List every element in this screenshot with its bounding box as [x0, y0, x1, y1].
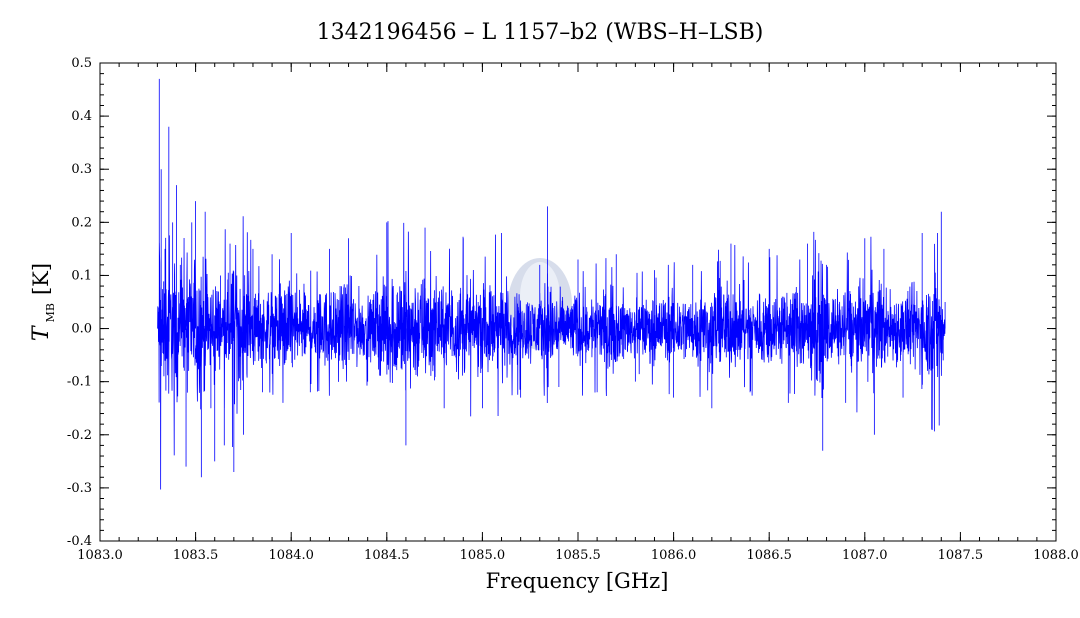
y-tick-label: -0.2 — [67, 428, 92, 443]
x-tick-label: 1085.5 — [555, 548, 601, 563]
x-tick-label: 1083.5 — [173, 548, 219, 563]
x-tick-label: 1086.5 — [746, 548, 792, 563]
y-tick-label: 0.5 — [71, 56, 92, 71]
y-tick-labels: -0.4 -0.3 -0.2 -0.1 0.0 0.1 0.2 0.3 0.4 0.5 — [67, 56, 92, 549]
x-tick-labels: 1083.0 1083.5 1084.0 1084.5 1085.0 1085.5 1086… — [77, 548, 1079, 563]
y-tick-label: 0.2 — [71, 215, 92, 230]
y-tick-label: -0.3 — [67, 481, 92, 496]
axis-ticks — [99, 62, 1057, 542]
x-tick-label: 1084.5 — [364, 548, 410, 563]
x-tick-label: 1086.0 — [651, 548, 697, 563]
y-tick-label: -0.1 — [67, 375, 92, 390]
x-tick-label: 1083.0 — [77, 548, 123, 563]
y-axis-label-unit: [K] — [29, 263, 53, 295]
x-tick-label: 1085.0 — [460, 548, 506, 563]
x-tick-label: 1088.0 — [1033, 548, 1079, 563]
y-tick-label: 0.4 — [71, 109, 92, 124]
spectrum-line — [157, 78, 946, 490]
x-axis-label: Frequency [GHz] — [486, 569, 669, 593]
y-tick-label: 0.1 — [71, 268, 92, 283]
svg-text:T MB [K]: T MB [K] — [29, 263, 58, 341]
y-tick-label: 0.3 — [71, 162, 92, 177]
y-tick-label: -0.4 — [67, 534, 92, 549]
y-axis-label-main: T — [29, 324, 54, 341]
y-axis-label: T MB [K] — [29, 263, 58, 341]
chart-title: 1342196456 – L 1157–b2 (WBS–H–LSB) — [317, 20, 764, 45]
x-tick-label: 1087.0 — [842, 548, 888, 563]
y-axis-label-subscript: MB — [44, 303, 57, 322]
y-tick-label: 0.0 — [71, 322, 92, 337]
x-tick-label: 1084.0 — [268, 548, 314, 563]
x-tick-label: 1087.5 — [938, 548, 984, 563]
